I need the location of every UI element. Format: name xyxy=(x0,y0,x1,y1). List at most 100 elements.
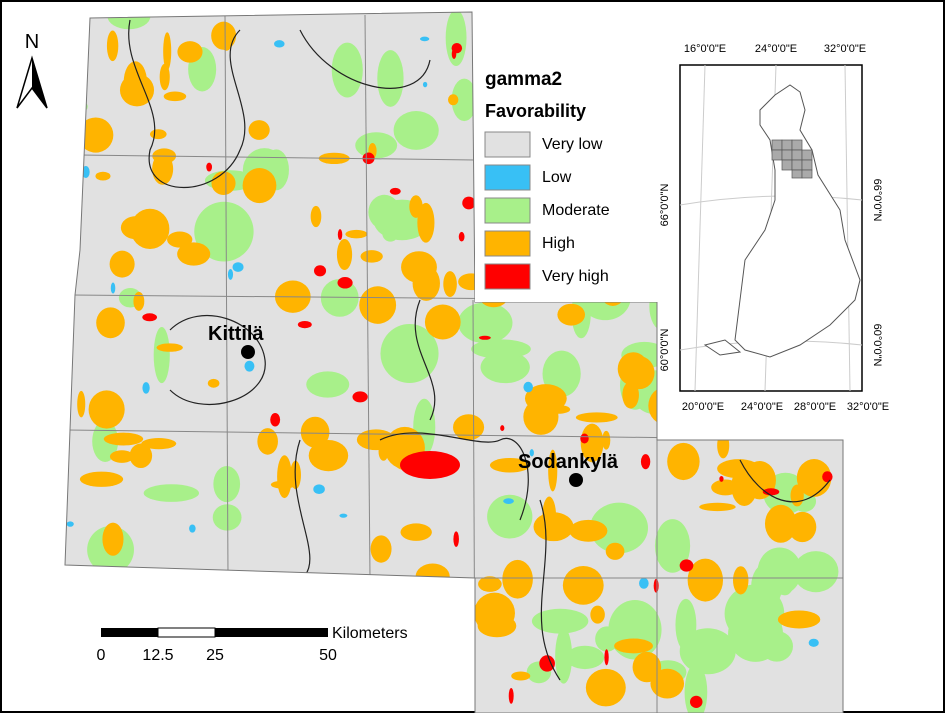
map-patch xyxy=(129,443,153,469)
map-patch xyxy=(793,551,839,593)
legend-title: gamma2 xyxy=(485,69,562,90)
map-patch xyxy=(88,390,125,429)
map-patch xyxy=(277,455,292,499)
map-patch xyxy=(585,668,626,707)
map-patch xyxy=(777,610,821,629)
scale-label: 50 xyxy=(319,647,337,664)
map-patch xyxy=(227,268,234,280)
map-patch xyxy=(453,531,459,547)
map-patch xyxy=(306,371,350,398)
legend-label: Moderate xyxy=(542,202,610,219)
map-patch xyxy=(211,171,236,195)
inset-tick-label: 16°0'0"E xyxy=(684,43,726,55)
map-patch xyxy=(300,416,330,448)
map-patch xyxy=(212,504,242,531)
map-patch xyxy=(617,352,649,386)
map-patch xyxy=(120,216,152,240)
map-patch xyxy=(159,63,170,91)
map-patch xyxy=(133,291,145,311)
map-patch xyxy=(248,120,270,140)
map-patch xyxy=(632,651,662,683)
map-patch xyxy=(352,391,368,403)
map-patch xyxy=(297,320,312,329)
inset-tick-label: 24°0'0"E xyxy=(755,43,797,55)
map-patch xyxy=(142,382,150,394)
map-patch xyxy=(232,262,244,272)
map-patch xyxy=(360,250,383,263)
map-patch xyxy=(500,425,505,432)
map-patch xyxy=(451,78,477,122)
map-patch xyxy=(580,423,604,463)
north-label: N xyxy=(25,31,39,53)
legend-label: Low xyxy=(542,169,572,186)
map-patch xyxy=(640,454,651,470)
map-patch xyxy=(152,153,174,185)
map-patch xyxy=(508,687,514,704)
map-patch xyxy=(822,471,833,483)
map-patch xyxy=(400,451,460,479)
map-patch xyxy=(400,523,432,541)
map-patch xyxy=(167,231,193,248)
map-patch xyxy=(604,649,609,666)
map-patch xyxy=(687,558,724,602)
map-patch xyxy=(443,271,457,297)
places: Kittilä Sodankylä xyxy=(208,323,619,487)
map-patch xyxy=(458,302,513,344)
map-patch xyxy=(445,12,467,66)
map-patch xyxy=(679,628,736,675)
legend-swatch xyxy=(484,197,531,224)
legend-label: Very low xyxy=(542,136,603,153)
map-patch xyxy=(177,242,211,266)
scale-label: 12.5 xyxy=(142,647,173,664)
map-patch xyxy=(368,194,401,230)
map-patch xyxy=(380,324,439,383)
map-patch xyxy=(310,205,322,228)
map-patch xyxy=(590,605,605,624)
map-patch xyxy=(523,381,533,393)
map-patch xyxy=(764,504,797,543)
map-patch xyxy=(458,231,465,242)
map-patch xyxy=(478,576,502,592)
map-patch xyxy=(650,668,685,699)
map-patch xyxy=(377,50,404,107)
inset-tick-label: 24°0'0"E xyxy=(741,401,783,413)
map-patch xyxy=(409,195,423,218)
map-patch xyxy=(320,278,359,317)
map-patch xyxy=(539,655,555,672)
map-patch xyxy=(808,638,819,647)
map-patch xyxy=(207,378,220,388)
map-patch xyxy=(511,671,531,681)
map-patch xyxy=(359,286,397,324)
map-patch xyxy=(751,563,783,610)
map-patch xyxy=(103,432,144,446)
scale-unit: Kilometers xyxy=(332,625,408,642)
map-patch xyxy=(667,442,700,481)
inset-tick-label: 20°0'0"E xyxy=(682,401,724,413)
map-patch xyxy=(546,404,571,414)
map-patch xyxy=(331,42,363,98)
inset-tick-label: 28°0'0"E xyxy=(794,401,836,413)
legend-label: High xyxy=(542,235,575,252)
map-patch xyxy=(474,592,515,634)
map-patch xyxy=(308,440,349,472)
map-patch xyxy=(719,476,724,482)
map-patch xyxy=(679,559,694,572)
map-patch xyxy=(142,313,158,322)
map-patch xyxy=(684,663,708,713)
legend-swatch xyxy=(484,131,531,158)
map-patch xyxy=(699,502,736,512)
map-patch xyxy=(313,484,325,495)
inset-map xyxy=(679,64,863,392)
map-patch xyxy=(110,282,116,294)
map-patch xyxy=(257,428,278,455)
map-patch xyxy=(503,498,514,504)
map-patch xyxy=(689,695,703,708)
map-patch xyxy=(109,250,135,278)
map-patch xyxy=(447,94,459,106)
map-patch xyxy=(555,628,573,684)
map-patch xyxy=(562,565,604,605)
inset-tick-label: 66°0'0"N xyxy=(871,179,883,222)
map-patch xyxy=(422,81,428,88)
map-patch xyxy=(345,229,368,239)
map-patch xyxy=(487,494,533,539)
